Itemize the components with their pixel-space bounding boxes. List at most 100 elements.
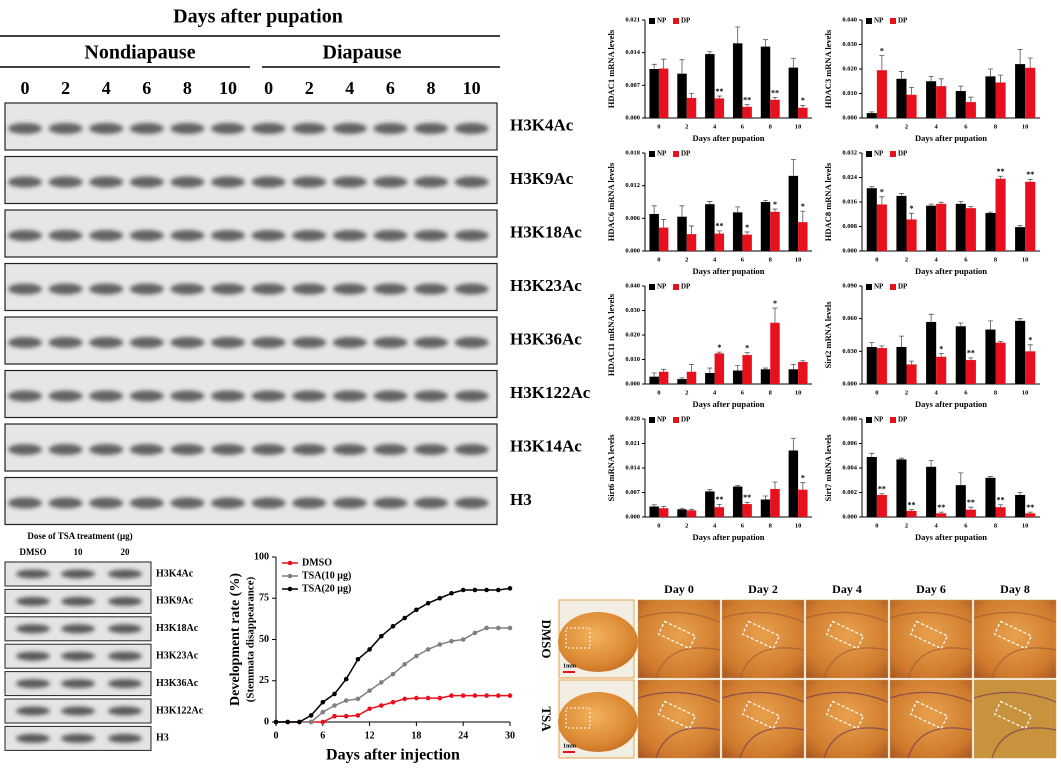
legend-swatch xyxy=(866,284,872,290)
error-bar xyxy=(688,92,694,98)
row-label: H3K9Ac xyxy=(156,596,194,607)
band xyxy=(251,444,286,455)
legend-swatch xyxy=(649,417,655,423)
bar xyxy=(906,94,917,118)
bar xyxy=(995,342,1006,384)
bar xyxy=(770,489,780,517)
band xyxy=(61,596,95,606)
bar xyxy=(906,510,917,517)
band xyxy=(89,337,124,348)
bar xyxy=(788,175,799,251)
bar xyxy=(1025,513,1036,517)
error-bar xyxy=(744,104,750,107)
lane-label: 2 xyxy=(61,78,70,98)
point xyxy=(355,713,361,718)
point xyxy=(402,615,408,621)
bar xyxy=(985,477,996,517)
lane-label: DMSO xyxy=(20,547,47,557)
error-bar xyxy=(938,511,944,514)
photo xyxy=(637,679,721,759)
band xyxy=(129,390,164,402)
bar xyxy=(705,372,715,384)
band xyxy=(129,283,164,295)
x-tick-label: 4 xyxy=(935,123,939,130)
bar xyxy=(955,485,966,517)
scale-bar xyxy=(563,751,575,753)
bar xyxy=(1015,64,1026,118)
error-bar xyxy=(958,472,964,486)
band xyxy=(454,337,489,348)
y-tick-label: 0.000 xyxy=(625,380,640,387)
y-tick-label: 0.090 xyxy=(842,282,857,289)
x-tick-label: 0 xyxy=(875,256,878,263)
significance-label: ** xyxy=(908,500,916,509)
band xyxy=(332,230,367,241)
band xyxy=(454,390,489,402)
lane-label: 4 xyxy=(345,78,354,98)
band xyxy=(89,230,124,241)
point xyxy=(437,595,443,601)
legend-swatch xyxy=(890,284,896,290)
band xyxy=(332,390,367,402)
band xyxy=(89,444,124,455)
significance-label: * xyxy=(773,200,777,209)
band xyxy=(292,337,327,348)
x-tick-label: 2 xyxy=(905,522,908,529)
significance-label: * xyxy=(745,223,749,232)
error-bar xyxy=(898,193,904,196)
band xyxy=(8,283,42,295)
y-tick-label: 0.014 xyxy=(625,49,640,56)
y-tick-label: 0.000 xyxy=(842,114,857,121)
y-axis-label: Sirt7 mRNA levels xyxy=(823,434,833,502)
error-bar xyxy=(1027,344,1033,352)
point xyxy=(449,693,454,698)
error-bar xyxy=(898,335,904,347)
cuticle-line xyxy=(973,691,1057,759)
legend-label: TSA(20 μg) xyxy=(302,583,351,594)
bar xyxy=(732,43,743,119)
row-label: H3K4Ac xyxy=(156,568,194,579)
stemmata-box xyxy=(657,620,697,650)
x-tick-label: 6 xyxy=(964,123,968,130)
legend-label: NP xyxy=(657,283,667,291)
legend-swatch xyxy=(673,151,679,157)
band xyxy=(373,337,408,348)
point xyxy=(355,696,361,702)
point xyxy=(496,625,501,631)
y-tick-label: 0.000 xyxy=(625,513,640,520)
error-bar xyxy=(958,85,964,92)
error-bar xyxy=(744,352,750,356)
band xyxy=(251,230,286,241)
significance-label: * xyxy=(1028,336,1032,345)
y-tick-label: 0.014 xyxy=(625,464,640,471)
y-tick-label: 0 xyxy=(264,716,269,727)
y-tick-label: 0.040 xyxy=(842,16,857,23)
bar xyxy=(896,78,907,118)
error-bar xyxy=(1027,57,1033,68)
bar xyxy=(658,508,669,517)
stemmata-box xyxy=(993,620,1033,650)
bar xyxy=(788,369,799,384)
x-tick-label: 8 xyxy=(994,389,998,396)
x-tick-label: 8 xyxy=(769,389,773,396)
error-bar xyxy=(987,320,993,330)
point xyxy=(414,695,419,701)
error-bar xyxy=(800,360,806,362)
band xyxy=(454,497,489,509)
band xyxy=(8,337,42,348)
x-tick-label: 8 xyxy=(994,522,998,529)
error-bar xyxy=(869,452,875,457)
point xyxy=(496,693,501,698)
y-tick-label: 0.021 xyxy=(625,16,640,23)
day-label: Day 6 xyxy=(916,582,946,596)
photo xyxy=(637,599,721,679)
band xyxy=(292,123,327,134)
point xyxy=(472,587,478,593)
band xyxy=(170,176,205,188)
point xyxy=(472,630,478,636)
y-tick-label: 0.010 xyxy=(625,356,640,363)
band xyxy=(8,230,42,241)
band xyxy=(332,497,367,509)
significance-label: ** xyxy=(997,496,1005,505)
